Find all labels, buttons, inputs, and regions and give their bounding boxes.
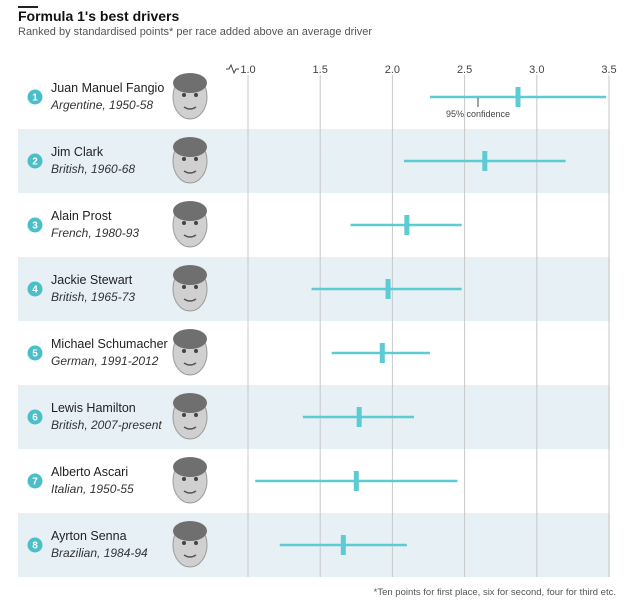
driver-name: Lewis Hamilton <box>51 401 136 415</box>
portrait-eye <box>194 349 198 353</box>
portrait-hair <box>173 393 207 413</box>
estimate-marker <box>482 151 488 171</box>
portrait-eye <box>194 285 198 289</box>
estimate-marker <box>340 535 346 555</box>
driver-name: Michael Schumacher <box>51 337 168 351</box>
rank-badge <box>27 409 43 425</box>
driver-name: Alberto Ascari <box>51 465 128 479</box>
portrait-eye <box>182 93 186 97</box>
portrait-hair <box>173 521 207 541</box>
rank-number: 2 <box>32 157 38 168</box>
driver-name: Ayrton Senna <box>51 529 127 543</box>
portrait-mouth <box>183 106 197 110</box>
driver-info: German, 1991-2012 <box>51 354 159 368</box>
title-rule <box>18 6 38 8</box>
annotation-label: 95% confidence <box>446 109 510 119</box>
rank-badge <box>27 281 43 297</box>
rank-number: 1 <box>32 93 38 104</box>
portrait-mouth <box>183 426 197 430</box>
driver-name: Juan Manuel Fangio <box>51 81 164 95</box>
portrait-mouth <box>183 234 197 238</box>
portrait-hair <box>173 73 207 93</box>
driver-name: Jackie Stewart <box>51 273 133 287</box>
estimate-marker <box>515 87 521 107</box>
chart-title: Formula 1's best drivers <box>18 8 180 24</box>
driver-info: French, 1980-93 <box>51 226 139 240</box>
portrait-eye <box>194 477 198 481</box>
driver-name: Alain Prost <box>51 209 112 223</box>
portrait-eye <box>194 93 198 97</box>
portrait-mouth <box>183 170 197 174</box>
rank-number: 5 <box>32 349 38 360</box>
driver-info: British, 2007-present <box>51 418 162 432</box>
rank-number: 3 <box>32 221 38 232</box>
x-tick-label: 2.0 <box>385 64 400 76</box>
chart-subtitle: Ranked by standardised points* per race … <box>18 26 373 38</box>
estimate-marker <box>353 471 359 491</box>
portrait-eye <box>194 221 198 225</box>
portrait-eye <box>194 541 198 545</box>
portrait-eye <box>194 413 198 417</box>
estimate-marker <box>404 215 410 235</box>
portrait-eye <box>182 221 186 225</box>
x-tick-label: 3.5 <box>601 64 616 76</box>
portrait-eye <box>182 285 186 289</box>
driver-info: Brazilian, 1984-94 <box>51 546 148 560</box>
portrait-hair <box>173 265 207 285</box>
portrait-hair <box>173 329 207 349</box>
driver-info: British, 1965-73 <box>51 290 135 304</box>
portrait-eye <box>182 349 186 353</box>
driver-info: British, 1960-68 <box>51 162 135 176</box>
driver-info: Argentine, 1950-58 <box>50 98 153 112</box>
portrait-eye <box>182 413 186 417</box>
driver-name: Jim Clark <box>51 145 104 159</box>
portrait-eye <box>182 477 186 481</box>
rank-badge <box>27 217 43 233</box>
rank-number: 8 <box>32 541 38 552</box>
x-tick-label: 2.5 <box>457 64 472 76</box>
portrait-eye <box>182 157 186 161</box>
rank-badge <box>27 153 43 169</box>
axis-break-icon <box>226 63 239 75</box>
footnote: *Ten points for first place, six for sec… <box>373 587 616 598</box>
x-tick-label: 1.0 <box>240 64 255 76</box>
estimate-marker <box>356 407 362 427</box>
portrait-mouth <box>183 490 197 494</box>
portrait-hair <box>173 457 207 477</box>
rank-badge <box>27 89 43 105</box>
portrait-hair <box>173 201 207 221</box>
rank-badge <box>27 345 43 361</box>
portrait-eye <box>182 541 186 545</box>
rank-badge <box>27 473 43 489</box>
portrait-mouth <box>183 554 197 558</box>
x-tick-label: 3.0 <box>529 64 544 76</box>
rank-number: 4 <box>32 285 38 296</box>
portrait-eye <box>194 157 198 161</box>
estimate-marker <box>379 343 385 363</box>
rank-badge <box>27 537 43 553</box>
driver-info: Italian, 1950-55 <box>51 482 134 496</box>
estimate-marker <box>385 279 391 299</box>
portrait-mouth <box>183 362 197 366</box>
x-tick-label: 1.5 <box>313 64 328 76</box>
portrait-mouth <box>183 298 197 302</box>
rank-number: 7 <box>32 477 38 488</box>
rank-number: 6 <box>32 413 38 424</box>
portrait-hair <box>173 137 207 157</box>
